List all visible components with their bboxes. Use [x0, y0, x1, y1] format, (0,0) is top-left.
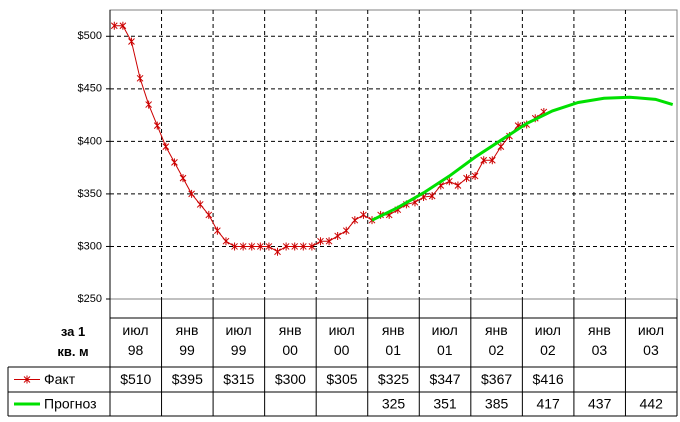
- marker: [23, 375, 31, 384]
- table-value: $347: [429, 371, 460, 387]
- marker: [265, 242, 273, 251]
- marker: [256, 242, 264, 251]
- marker: [179, 174, 187, 183]
- marker: [128, 37, 135, 46]
- x-tick-label: июл 01: [419, 320, 470, 360]
- marker: [119, 21, 127, 30]
- marker: [153, 121, 161, 130]
- y-tick-label: $400: [78, 135, 102, 147]
- legend-label: Прогноз: [44, 396, 97, 412]
- marker: [282, 242, 290, 251]
- marker: [222, 237, 230, 246]
- table-value: 325: [382, 396, 406, 412]
- x-tick-text: янв 99: [175, 322, 199, 358]
- marker: [317, 237, 324, 246]
- marker: [299, 242, 307, 251]
- series-line: [371, 95, 674, 222]
- marker: [480, 156, 488, 165]
- x-tick-label: янв 02: [471, 320, 522, 360]
- x-tick-text: янв 02: [484, 322, 508, 358]
- marker: [334, 231, 342, 240]
- table-value: $510: [120, 371, 151, 387]
- marker: [205, 210, 213, 219]
- table-value: $315: [223, 371, 254, 387]
- x-tick-label: июл 98: [110, 320, 161, 360]
- marker: [231, 242, 238, 251]
- x-tick-text: июл 01: [431, 322, 458, 358]
- x-tick-text: июл 00: [328, 322, 355, 358]
- marker: [360, 210, 367, 219]
- marker: [454, 181, 462, 190]
- marker: [239, 242, 247, 251]
- marker: [428, 192, 436, 201]
- table-header: за 1 кв. м: [57, 324, 89, 359]
- marker: [488, 156, 496, 165]
- marker: [471, 172, 479, 181]
- table-value: $325: [378, 371, 409, 387]
- table-value: $395: [172, 371, 203, 387]
- marker: [162, 142, 170, 151]
- x-tick-label: янв 03: [574, 320, 625, 360]
- x-tick-text: июл 98: [122, 322, 149, 358]
- marker: [171, 158, 178, 167]
- table-value: 437: [588, 396, 612, 412]
- x-tick-label: июл 02: [522, 320, 573, 360]
- y-tick-label: $350: [78, 188, 102, 200]
- marker: [136, 74, 144, 83]
- y-tick-label: $250: [78, 293, 102, 305]
- table-value: 351: [433, 396, 457, 412]
- marker: [214, 226, 221, 235]
- table-value: $305: [326, 371, 357, 387]
- marker: [145, 100, 153, 109]
- x-tick-label: июл 03: [625, 320, 676, 360]
- table-value: $367: [481, 371, 512, 387]
- x-tick-text: июл 99: [225, 322, 252, 358]
- plot-area: [109, 9, 678, 300]
- table-value: $416: [533, 371, 564, 387]
- marker: [110, 21, 118, 30]
- table-value: 417: [536, 396, 560, 412]
- x-tick-label: янв 00: [265, 320, 316, 360]
- legend-label: Факт: [44, 371, 76, 387]
- marker: [274, 247, 281, 256]
- marker: [445, 177, 453, 186]
- marker: [325, 237, 333, 246]
- x-tick-text: июл 02: [534, 322, 561, 358]
- x-tick-text: июл 03: [637, 322, 665, 358]
- y-tick-label: $450: [78, 83, 102, 95]
- marker: [351, 216, 359, 225]
- marker: [248, 242, 256, 251]
- marker: [463, 174, 470, 183]
- table-value: 385: [485, 396, 509, 412]
- table-value: $300: [275, 371, 306, 387]
- marker: [196, 200, 204, 209]
- x-tick-label: июл 00: [316, 320, 367, 360]
- x-tick-text: янв 01: [381, 322, 405, 358]
- marker: [308, 242, 316, 251]
- x-tick-text: янв 03: [588, 322, 611, 358]
- marker: [342, 226, 350, 235]
- x-tick-text: янв 00: [278, 322, 302, 358]
- y-tick-label: $500: [78, 30, 102, 42]
- marker: [291, 242, 299, 251]
- x-tick-label: янв 99: [162, 320, 213, 360]
- marker: [188, 189, 195, 198]
- x-tick-label: июл 99: [213, 320, 264, 360]
- y-tick-label: $300: [78, 240, 102, 252]
- x-tick-label: янв 01: [368, 320, 419, 360]
- table-value: 442: [640, 396, 664, 412]
- marker: [497, 142, 505, 151]
